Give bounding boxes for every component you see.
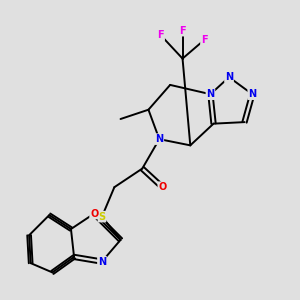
Text: N: N bbox=[155, 134, 164, 144]
Text: N: N bbox=[98, 256, 106, 267]
Text: F: F bbox=[179, 26, 186, 36]
Text: N: N bbox=[248, 89, 256, 99]
Text: F: F bbox=[158, 30, 164, 40]
Text: O: O bbox=[158, 182, 166, 192]
Text: O: O bbox=[90, 208, 98, 218]
Text: S: S bbox=[98, 212, 106, 222]
Text: N: N bbox=[206, 89, 214, 99]
Text: F: F bbox=[201, 35, 208, 45]
Text: N: N bbox=[225, 72, 233, 82]
